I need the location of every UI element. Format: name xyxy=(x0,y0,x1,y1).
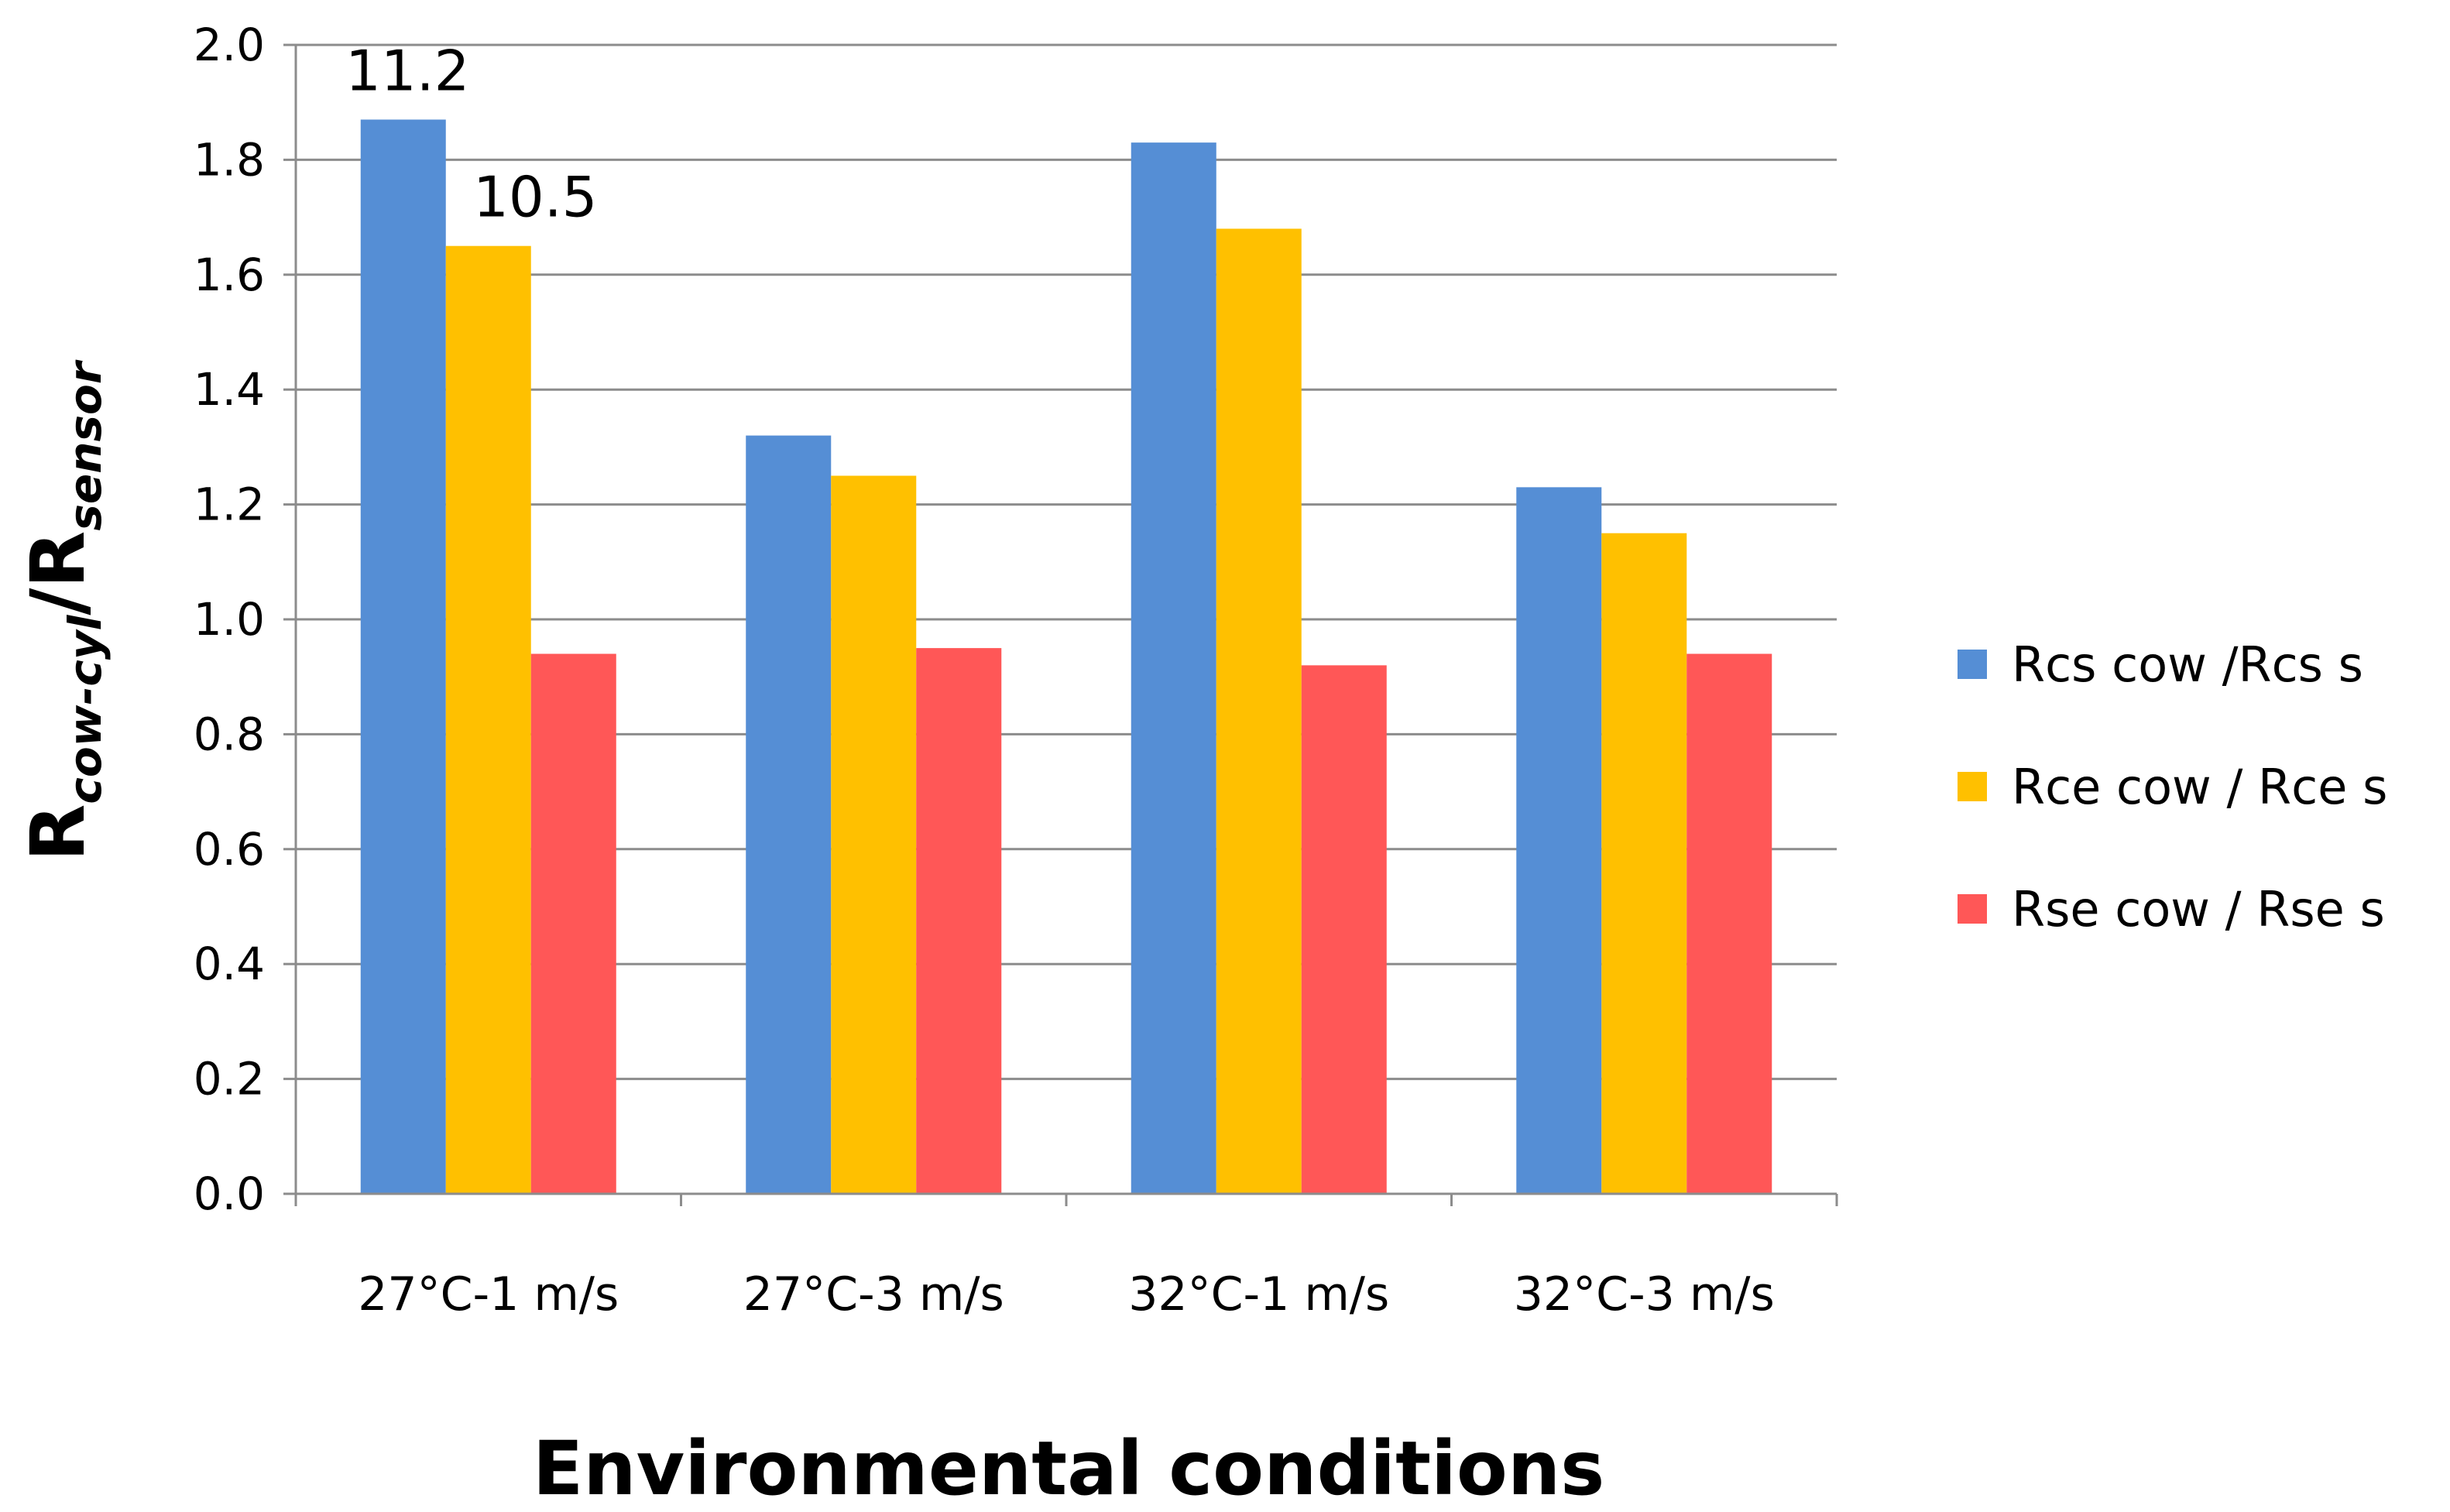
y-tick-label: 1.8 xyxy=(194,133,265,186)
axes xyxy=(283,43,1838,1206)
bar xyxy=(1601,533,1687,1194)
y-label-sub-1: cow-cyl xyxy=(59,615,112,804)
bar xyxy=(1301,665,1387,1194)
x-tick-label: 32°C-1 m/s xyxy=(1128,1267,1389,1322)
y-tick-label: 0.0 xyxy=(194,1167,265,1220)
bar xyxy=(360,119,446,1195)
bars xyxy=(360,119,1772,1195)
bar xyxy=(1216,228,1302,1195)
y-axis-label: Rcow-cyl/Rsensor xyxy=(15,359,112,861)
x-tick-label: 32°C-3 m/s xyxy=(1514,1267,1775,1322)
y-tick-label: 1.2 xyxy=(194,478,265,531)
data-labels: 11.210.5 xyxy=(345,38,597,229)
legend-swatch xyxy=(1958,894,1987,924)
legend: Rcs cow /Rcs s Rce cow / Rce s Rse cow / R… xyxy=(1958,636,2387,938)
y-label-main-2: R xyxy=(15,531,101,588)
data-label: 10.5 xyxy=(473,165,597,230)
legend-swatch xyxy=(1958,650,1987,679)
legend-swatch xyxy=(1958,772,1987,801)
x-axis-label: Environmental conditions xyxy=(533,1425,1605,1512)
y-tick-label: 1.0 xyxy=(194,593,265,646)
bar xyxy=(746,435,832,1194)
bar xyxy=(1131,142,1216,1194)
y-label-main-1: R xyxy=(15,804,101,862)
y-tick-label: 0.6 xyxy=(194,823,265,876)
x-tick-label: 27°C-1 m/s xyxy=(358,1267,619,1322)
x-category-labels: 27°C-1 m/s 27°C-3 m/s 32°C-1 m/s 32°C-3 m/s xyxy=(358,1267,1775,1322)
y-tick-label: 0.4 xyxy=(194,938,265,990)
y-tick-label: 1.4 xyxy=(194,363,265,416)
x-tick-label: 27°C-3 m/s xyxy=(743,1267,1004,1322)
bar xyxy=(916,648,1002,1194)
y-tick-labels: 0.0 0.2 0.4 0.6 0.8 1.0 1.2 1.4 1.6 1.8 2.0 xyxy=(194,19,265,1220)
bar xyxy=(445,245,531,1195)
legend-label: Rce cow / Rce s xyxy=(2012,759,2387,815)
bar xyxy=(1687,653,1772,1194)
y-tick-label: 0.8 xyxy=(194,708,265,760)
legend-label: Rse cow / Rse s xyxy=(2012,881,2385,938)
y-label-slash: / xyxy=(15,588,101,615)
data-label: 11.2 xyxy=(345,38,469,103)
bar xyxy=(530,653,616,1194)
bar xyxy=(1516,487,1602,1194)
bar xyxy=(831,475,917,1194)
y-label-sub-2: sensor xyxy=(59,359,112,531)
y-tick-label: 0.2 xyxy=(194,1053,265,1106)
y-tick-label: 2.0 xyxy=(194,19,265,71)
y-tick-label: 1.6 xyxy=(194,249,265,301)
legend-label: Rcs cow /Rcs s xyxy=(2012,636,2363,693)
